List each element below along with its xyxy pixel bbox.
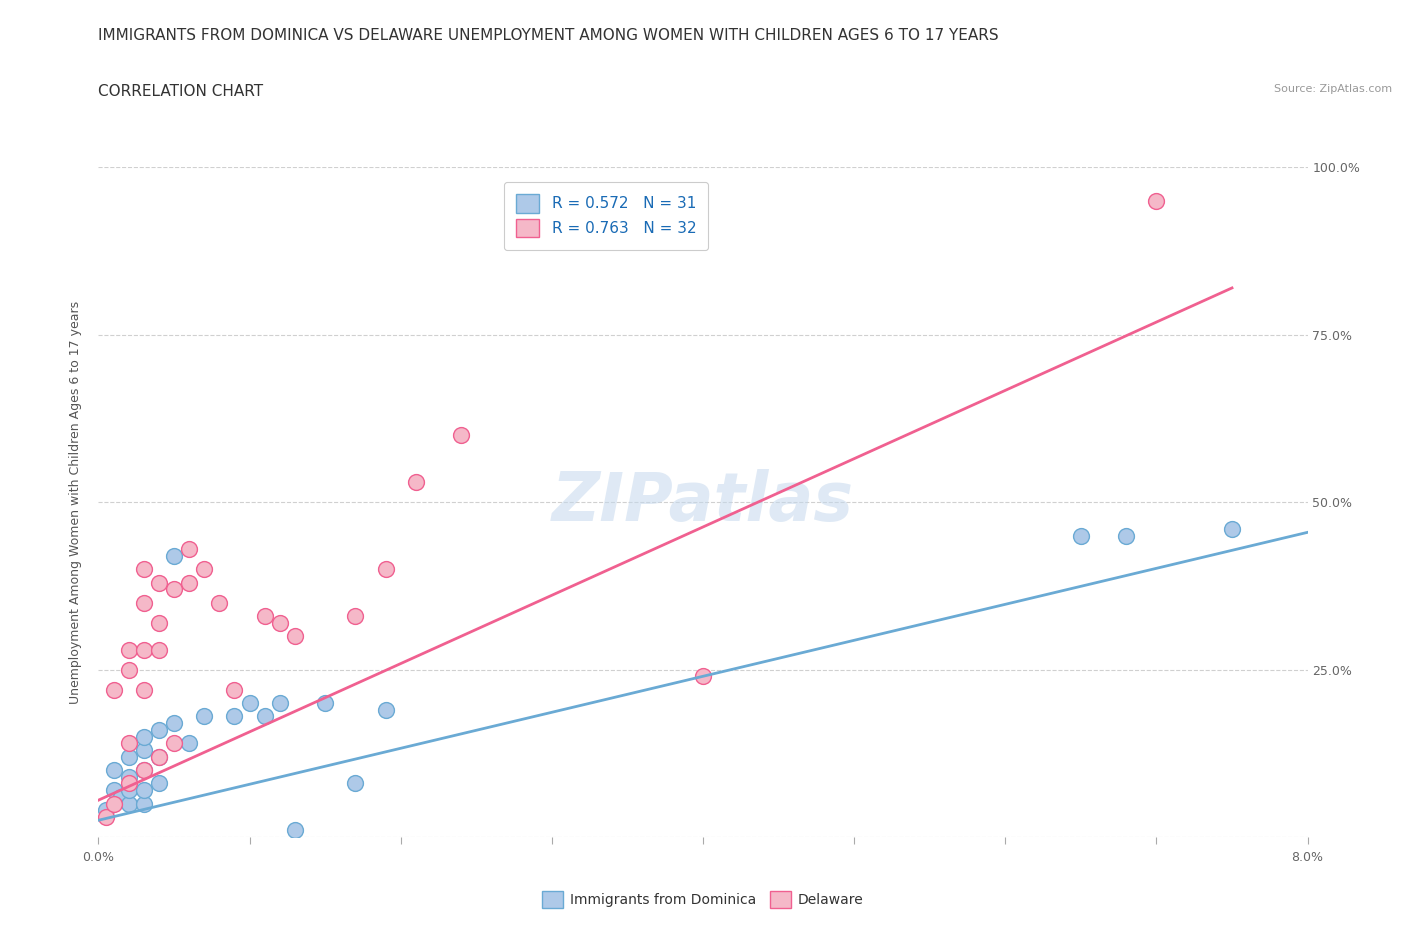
Point bbox=[374, 702, 396, 717]
Point bbox=[193, 562, 215, 577]
Point bbox=[132, 595, 155, 610]
Point bbox=[103, 763, 125, 777]
Point bbox=[132, 763, 155, 777]
Point bbox=[103, 683, 125, 698]
Text: ZIPatlas: ZIPatlas bbox=[553, 470, 853, 535]
Point bbox=[284, 629, 307, 644]
Point bbox=[118, 736, 141, 751]
Text: IMMIGRANTS FROM DOMINICA VS DELAWARE UNEMPLOYMENT AMONG WOMEN WITH CHILDREN AGES: IMMIGRANTS FROM DOMINICA VS DELAWARE UNE… bbox=[98, 28, 1000, 43]
Point bbox=[148, 750, 170, 764]
Point bbox=[193, 709, 215, 724]
Point bbox=[208, 595, 231, 610]
Point bbox=[253, 709, 276, 724]
Point bbox=[118, 776, 141, 790]
Point bbox=[148, 750, 170, 764]
Point bbox=[450, 428, 472, 443]
Point bbox=[132, 796, 155, 811]
Point bbox=[374, 562, 396, 577]
Point bbox=[163, 582, 186, 597]
Point bbox=[1070, 528, 1092, 543]
Point bbox=[118, 796, 141, 811]
Point bbox=[118, 783, 141, 798]
Point bbox=[118, 642, 141, 657]
Point bbox=[148, 723, 170, 737]
Point bbox=[344, 776, 367, 790]
Legend: Immigrants from Dominica, Delaware: Immigrants from Dominica, Delaware bbox=[537, 885, 869, 914]
Point bbox=[179, 736, 201, 751]
Point bbox=[148, 575, 170, 590]
Point bbox=[344, 608, 367, 623]
Point bbox=[132, 729, 155, 744]
Point bbox=[110, 790, 132, 804]
Point bbox=[163, 549, 186, 564]
Point bbox=[132, 562, 155, 577]
Point bbox=[269, 696, 291, 711]
Point bbox=[132, 783, 155, 798]
Point bbox=[179, 541, 201, 556]
Point bbox=[163, 736, 186, 751]
Point bbox=[179, 575, 201, 590]
Point bbox=[1220, 522, 1243, 537]
Point bbox=[103, 796, 125, 811]
Point bbox=[224, 683, 246, 698]
Point bbox=[94, 809, 117, 824]
Text: Source: ZipAtlas.com: Source: ZipAtlas.com bbox=[1274, 84, 1392, 94]
Point bbox=[405, 474, 427, 489]
Point bbox=[132, 642, 155, 657]
Point bbox=[148, 776, 170, 790]
Point bbox=[103, 783, 125, 798]
Point bbox=[1146, 193, 1168, 208]
Point bbox=[148, 642, 170, 657]
Point bbox=[284, 823, 307, 838]
Point bbox=[253, 608, 276, 623]
Point bbox=[163, 716, 186, 731]
Y-axis label: Unemployment Among Women with Children Ages 6 to 17 years: Unemployment Among Women with Children A… bbox=[69, 300, 83, 704]
Legend: R = 0.572   N = 31, R = 0.763   N = 32: R = 0.572 N = 31, R = 0.763 N = 32 bbox=[505, 181, 709, 249]
Point bbox=[692, 669, 714, 684]
Point bbox=[239, 696, 262, 711]
Point bbox=[132, 683, 155, 698]
Point bbox=[118, 750, 141, 764]
Point bbox=[118, 769, 141, 784]
Point bbox=[1115, 528, 1137, 543]
Point bbox=[118, 662, 141, 677]
Point bbox=[269, 616, 291, 631]
Point bbox=[94, 803, 117, 817]
Point bbox=[224, 709, 246, 724]
Point bbox=[314, 696, 336, 711]
Point bbox=[132, 763, 155, 777]
Point bbox=[148, 616, 170, 631]
Point bbox=[132, 742, 155, 757]
Text: CORRELATION CHART: CORRELATION CHART bbox=[98, 84, 263, 99]
